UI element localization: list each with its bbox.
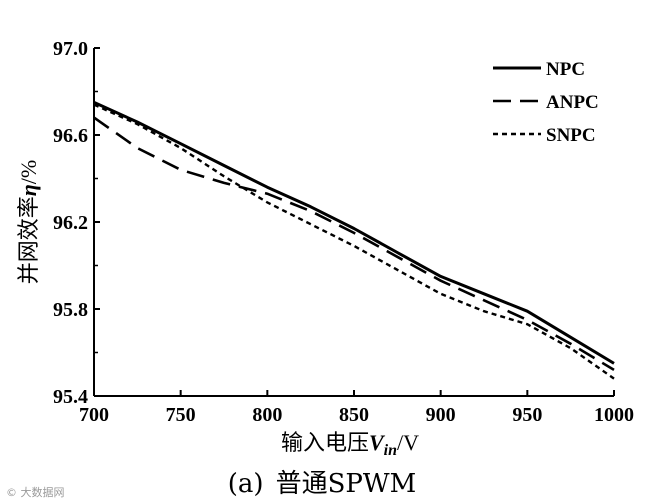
x-tick-label: 750	[166, 404, 196, 426]
y-tick-label: 96.6	[53, 125, 88, 147]
series-lines	[93, 101, 615, 380]
watermark: © 大数据网	[6, 485, 65, 499]
y-tick-label: 96.2	[53, 212, 88, 234]
x-tick-label: 800	[252, 404, 282, 426]
series-line-snpc	[93, 103, 615, 380]
legend: NPC ANPC SNPC	[493, 59, 599, 146]
x-axis-title: 输入电压Vin/V	[281, 430, 419, 459]
series-line-npc	[93, 101, 615, 365]
legend-label-anpc: ANPC	[546, 92, 599, 113]
x-tick-label: 850	[339, 404, 369, 426]
y-tick-label: 95.4	[53, 386, 88, 408]
legend-label-npc: NPC	[546, 59, 585, 80]
x-tick-label: 700	[79, 404, 109, 426]
y-tick-label: 95.8	[53, 299, 88, 321]
figure-caption: (a) 普通SPWM	[228, 469, 416, 499]
x-tick-label: 900	[426, 404, 456, 426]
tick-labels: 700 750 800 850 900 950 1000 95.4 95.8 96.2 96.6 97…	[53, 38, 634, 426]
series-line-anpc	[93, 116, 615, 372]
x-tick-label: 1000	[594, 404, 634, 426]
y-axis-title: 并网效率η/%	[16, 160, 42, 285]
y-tick-label: 97.0	[53, 38, 88, 60]
legend-label-snpc: SNPC	[546, 125, 596, 146]
axes	[93, 47, 615, 397]
x-tick-label: 950	[512, 404, 542, 426]
